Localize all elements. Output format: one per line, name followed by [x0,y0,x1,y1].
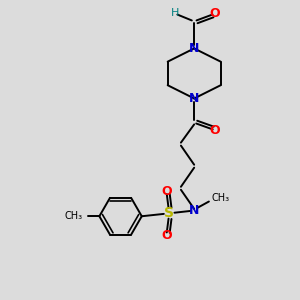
Text: O: O [161,185,172,198]
Text: O: O [161,229,172,242]
Text: CH₃: CH₃ [64,211,82,221]
Text: S: S [164,206,174,220]
Text: N: N [189,204,200,217]
Text: H: H [171,8,179,18]
Text: CH₃: CH₃ [212,193,230,203]
Text: O: O [209,7,220,20]
Text: O: O [209,124,220,137]
Text: N: N [189,42,200,55]
Text: N: N [189,92,200,105]
